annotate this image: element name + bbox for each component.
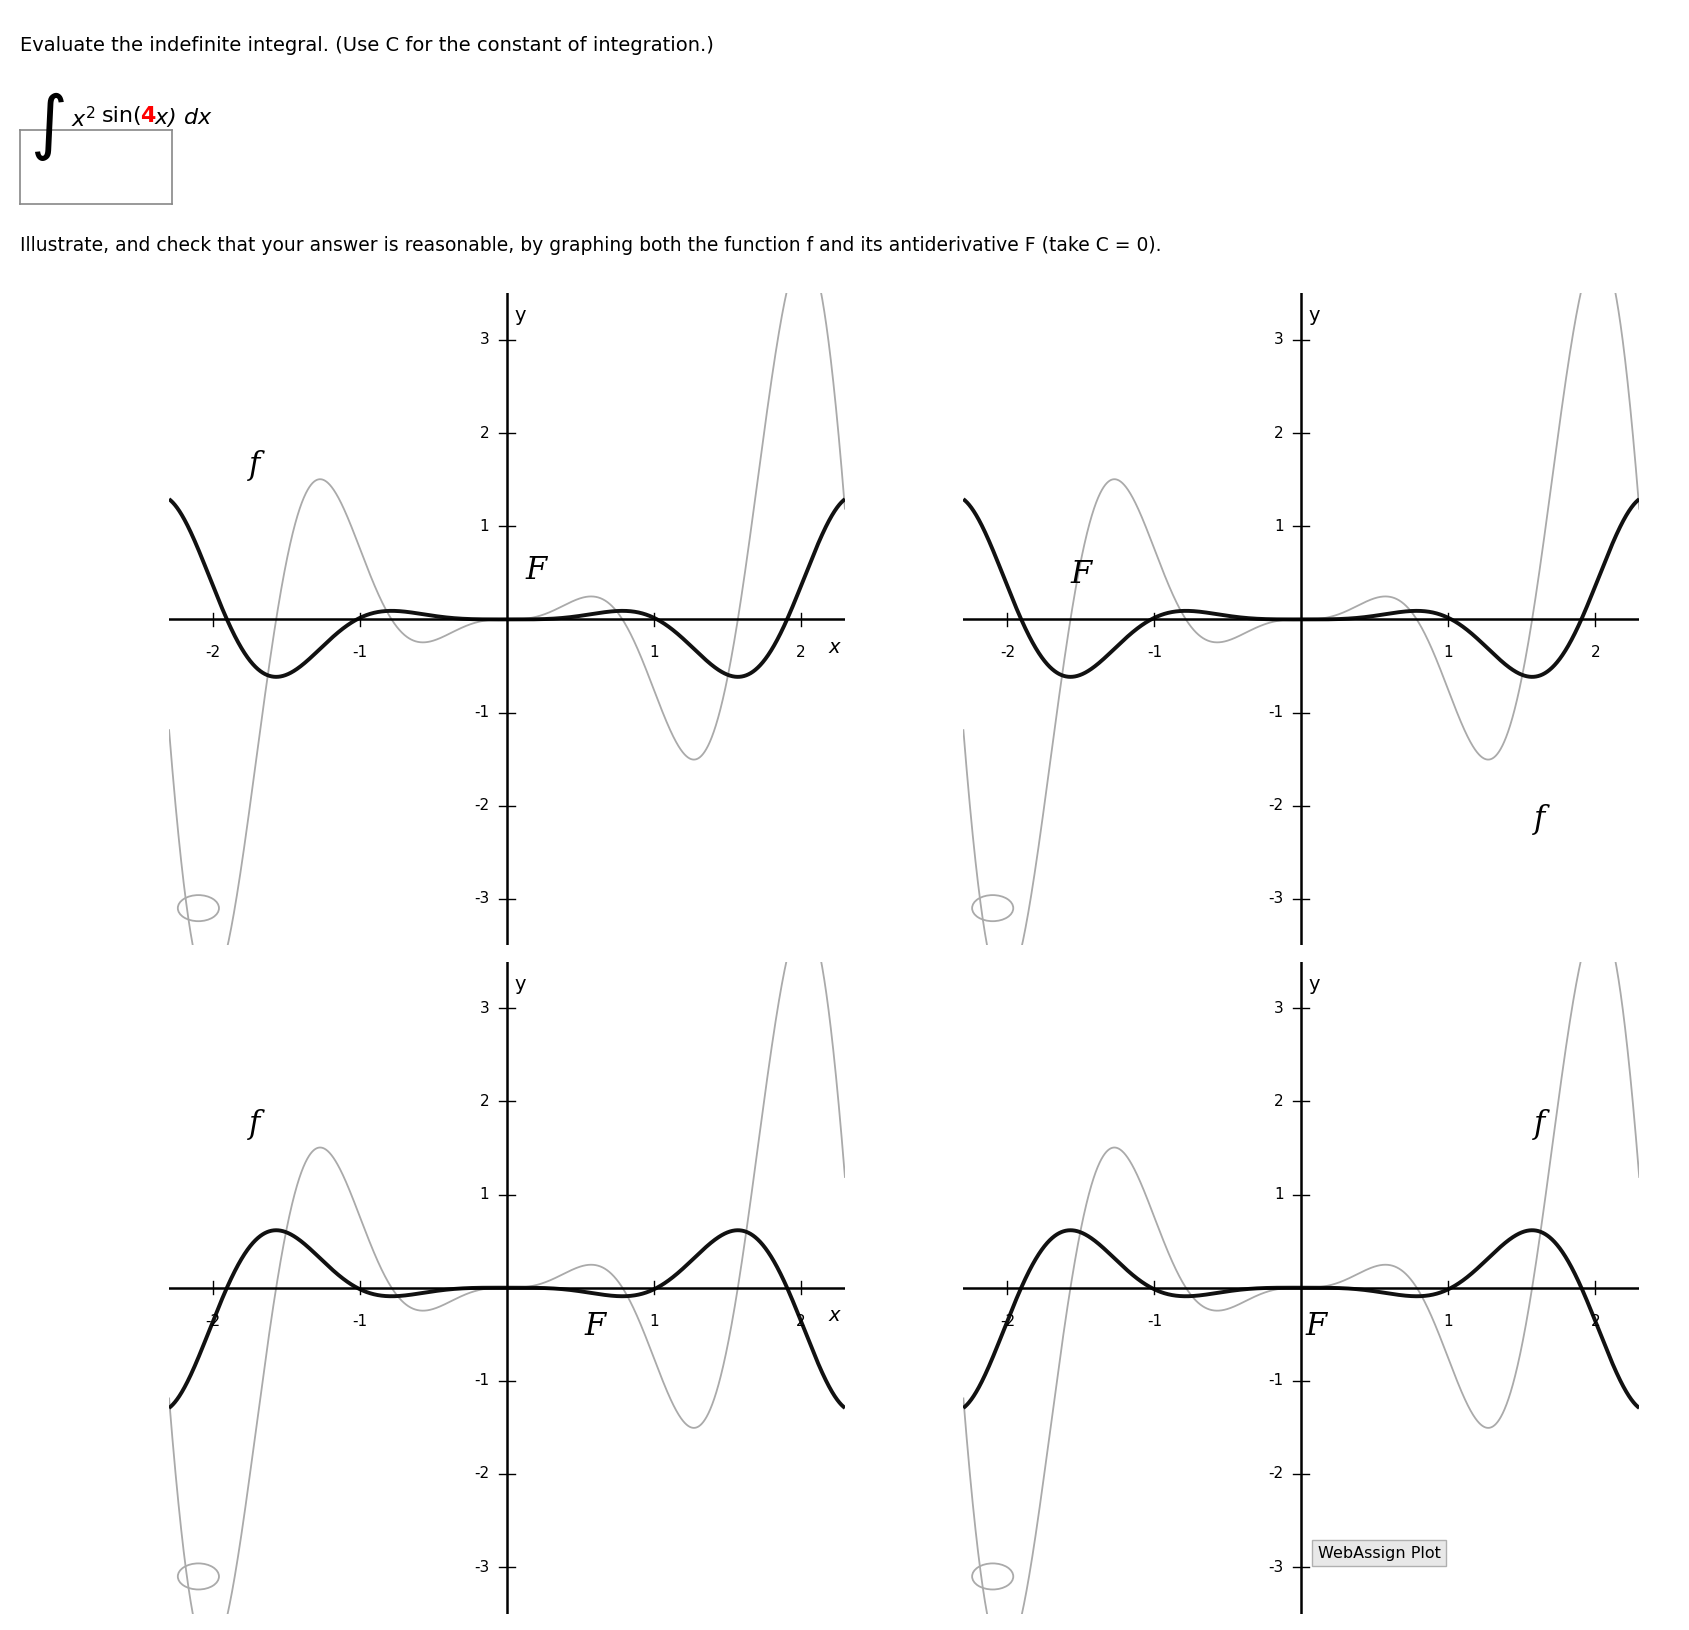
Text: 2: 2 [1589, 1314, 1599, 1328]
Text: 2: 2 [796, 645, 806, 660]
Text: -1: -1 [353, 645, 368, 660]
Text: -3: -3 [475, 1560, 490, 1575]
Text: 1: 1 [480, 518, 490, 533]
Text: -2: -2 [475, 1467, 490, 1482]
Text: -2: -2 [1268, 799, 1284, 813]
Text: -1: -1 [1268, 706, 1284, 720]
Text: Evaluate the indefinite integral. (Use C for the constant of integration.): Evaluate the indefinite integral. (Use C… [20, 36, 714, 55]
Text: f: f [1534, 1108, 1544, 1141]
Text: -2: -2 [206, 1314, 221, 1328]
Text: y: y [513, 975, 525, 994]
Text: -3: -3 [1268, 1560, 1284, 1575]
Text: -1: -1 [1147, 645, 1162, 660]
Text: 1: 1 [1274, 1187, 1284, 1201]
Text: -1: -1 [1147, 1314, 1162, 1328]
Text: 2: 2 [480, 1094, 490, 1108]
Text: 1: 1 [649, 1314, 659, 1328]
Text: F: F [1304, 1311, 1326, 1343]
Text: f: f [248, 1108, 260, 1141]
Text: $\int$: $\int$ [30, 90, 66, 163]
Text: -1: -1 [353, 1314, 368, 1328]
Text: $x^2$: $x^2$ [71, 106, 96, 130]
Text: -1: -1 [1268, 1374, 1284, 1389]
Text: 2: 2 [1589, 645, 1599, 660]
Text: y: y [513, 306, 525, 326]
Text: x: x [828, 637, 839, 657]
Text: -3: -3 [1268, 892, 1284, 906]
Text: 3: 3 [1274, 1001, 1284, 1015]
Text: F: F [584, 1311, 605, 1343]
Text: F: F [525, 556, 547, 587]
Text: -3: -3 [475, 892, 490, 906]
Text: 2: 2 [480, 425, 490, 440]
Text: 2: 2 [796, 1314, 806, 1328]
Text: 1: 1 [1442, 645, 1453, 660]
Text: -2: -2 [475, 799, 490, 813]
Text: 2: 2 [1274, 1094, 1284, 1108]
Text: sin(: sin( [101, 106, 142, 126]
Text: y: y [1307, 975, 1319, 994]
Text: -1: -1 [475, 706, 490, 720]
Text: $x$) $dx$: $x$) $dx$ [154, 106, 213, 129]
Text: x: x [828, 1306, 839, 1325]
Text: -2: -2 [1268, 1467, 1284, 1482]
Text: 3: 3 [480, 333, 490, 347]
Text: $\mathbf{4}$: $\mathbf{4}$ [140, 106, 157, 126]
Text: WebAssign Plot: WebAssign Plot [1317, 1545, 1439, 1560]
Text: 1: 1 [649, 645, 659, 660]
Text: 3: 3 [1274, 333, 1284, 347]
Text: Illustrate, and check that your answer is reasonable, by graphing both the funct: Illustrate, and check that your answer i… [20, 236, 1160, 256]
Text: 1: 1 [1442, 1314, 1453, 1328]
Text: f: f [248, 450, 260, 481]
Text: 1: 1 [480, 1187, 490, 1201]
Text: -1: -1 [475, 1374, 490, 1389]
Text: -2: -2 [206, 645, 221, 660]
Text: F: F [1069, 559, 1091, 590]
Text: f: f [1534, 804, 1544, 835]
Text: 3: 3 [480, 1001, 490, 1015]
Text: y: y [1307, 306, 1319, 326]
Text: -2: -2 [1000, 1314, 1015, 1328]
Text: -2: -2 [1000, 645, 1015, 660]
Text: 2: 2 [1274, 425, 1284, 440]
Text: 1: 1 [1274, 518, 1284, 533]
